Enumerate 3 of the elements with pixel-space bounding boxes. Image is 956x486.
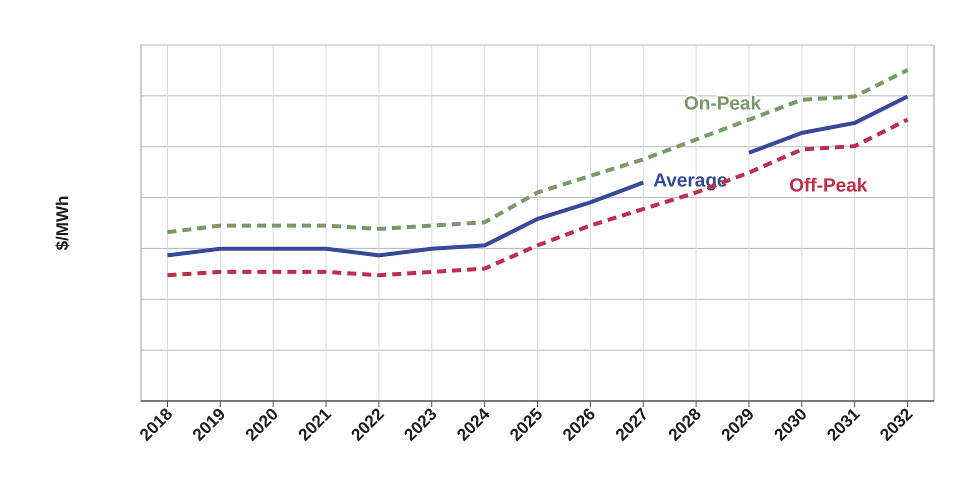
y-axis-title: $/MWh [53,196,72,250]
series-label: On-Peak [684,94,762,115]
series-label: Off-Peak [789,175,868,196]
